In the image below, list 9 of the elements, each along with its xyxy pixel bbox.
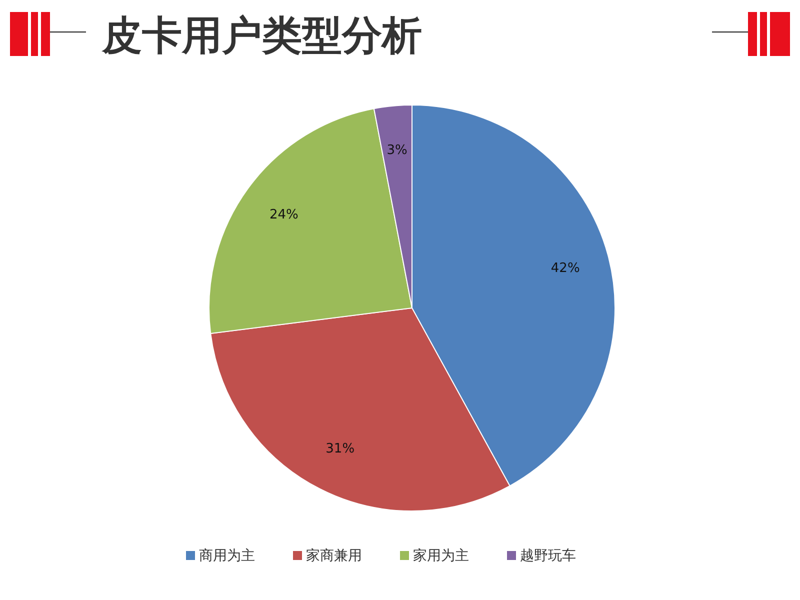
data-label: 42%: [550, 261, 580, 276]
legend-label: 家商兼用: [306, 548, 362, 564]
legend-label: 商用为主: [199, 548, 255, 564]
data-label: 3%: [386, 142, 408, 158]
legend-label: 家用为主: [413, 548, 469, 564]
legend-label: 越野玩车: [520, 548, 576, 564]
chart-title: 皮卡用户类型分析: [102, 12, 422, 61]
data-label: 31%: [326, 442, 355, 457]
data-label: 24%: [269, 207, 298, 222]
